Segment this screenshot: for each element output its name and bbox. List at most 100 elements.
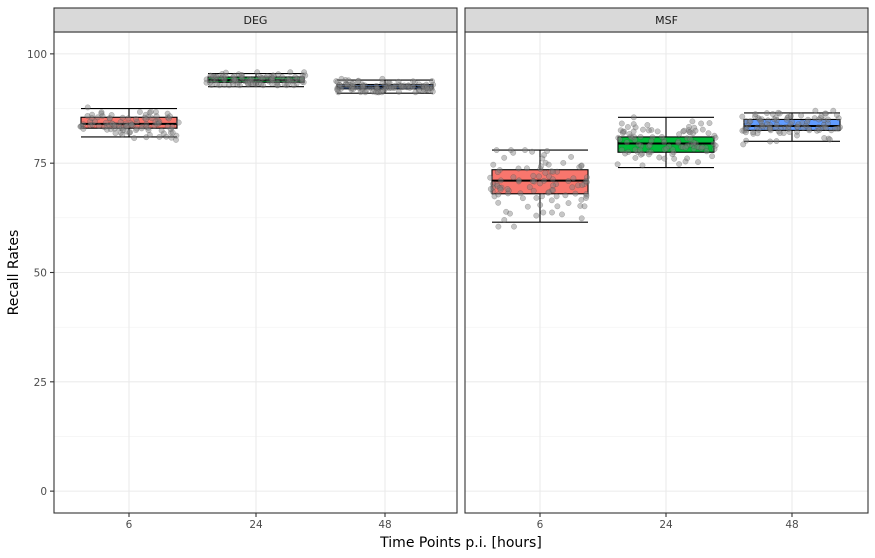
data-point: [519, 195, 526, 202]
data-point: [143, 121, 150, 128]
data-point: [155, 120, 162, 127]
data-point: [496, 185, 503, 191]
data-point: [334, 79, 341, 85]
data-point: [750, 129, 757, 136]
data-point: [756, 116, 763, 123]
data-point: [231, 77, 238, 84]
data-point: [766, 125, 773, 132]
data-point: [333, 78, 340, 85]
data-point: [421, 87, 428, 94]
data-point: [424, 86, 431, 93]
data-point: [238, 72, 245, 78]
data-point: [359, 87, 366, 94]
data-point: [615, 134, 622, 141]
data-point: [156, 133, 163, 140]
box-msf-6: [491, 169, 589, 195]
data-point: [548, 168, 555, 175]
data-point: [789, 118, 795, 125]
data-point: [497, 177, 504, 184]
data-point: [815, 124, 822, 131]
data-point: [754, 130, 761, 137]
data-point: [752, 113, 758, 120]
data-point: [354, 78, 361, 85]
data-point: [367, 84, 374, 91]
x-tick-label: 48: [378, 519, 391, 531]
data-point: [507, 210, 513, 217]
data-point: [426, 85, 433, 92]
data-point: [503, 208, 510, 215]
data-point: [510, 149, 517, 156]
data-point: [374, 84, 381, 91]
data-point: [696, 144, 703, 151]
data-point: [386, 79, 393, 86]
data-point: [136, 109, 143, 115]
data-point: [786, 129, 793, 136]
data-point: [219, 71, 226, 77]
y-tick-label: 25: [34, 377, 47, 389]
data-point: [537, 202, 544, 208]
data-point: [763, 124, 770, 131]
data-point: [222, 73, 229, 80]
data-point: [758, 122, 765, 129]
data-point: [489, 188, 496, 195]
data-point: [301, 69, 308, 76]
data-point: [167, 113, 173, 120]
data-point: [383, 84, 389, 91]
data-point: [245, 81, 252, 88]
data-point: [123, 123, 130, 130]
data-point: [410, 78, 417, 85]
data-point: [823, 110, 829, 117]
data-point: [578, 196, 585, 203]
data-point: [812, 107, 819, 114]
data-point: [632, 154, 639, 161]
data-point: [378, 89, 385, 96]
facet-strip-msf: [464, 7, 869, 33]
data-point: [508, 147, 514, 154]
data-point: [640, 126, 646, 133]
data-point: [617, 127, 624, 134]
data-point: [302, 72, 309, 79]
data-point: [290, 82, 297, 89]
data-point: [632, 146, 639, 153]
data-point: [618, 120, 625, 127]
data-point: [772, 114, 779, 121]
data-point: [424, 83, 431, 90]
data-point: [559, 211, 565, 218]
data-point: [490, 181, 496, 187]
data-point: [221, 76, 228, 83]
data-point: [819, 124, 826, 131]
data-point: [343, 80, 349, 87]
data-point: [346, 82, 353, 88]
data-point: [175, 119, 182, 126]
data-point: [498, 184, 505, 191]
data-point: [830, 107, 837, 114]
data-point: [232, 77, 239, 84]
data-point: [133, 125, 140, 132]
data-point: [133, 127, 139, 134]
box-msf-48: [743, 118, 841, 131]
data-point: [419, 82, 426, 89]
data-point: [104, 126, 111, 133]
data-point: [799, 119, 806, 126]
data-point: [379, 79, 386, 86]
data-point: [798, 112, 805, 119]
data-point: [692, 140, 699, 147]
data-point: [374, 86, 381, 93]
data-point: [274, 82, 281, 89]
data-point: [84, 104, 91, 111]
data-point: [834, 125, 841, 132]
data-point: [128, 122, 135, 128]
data-point: [777, 130, 783, 137]
data-point: [621, 128, 628, 135]
data-point: [348, 86, 355, 93]
data-point: [773, 138, 780, 145]
data-point: [359, 83, 366, 90]
data-point: [678, 143, 685, 150]
data-point: [493, 181, 500, 188]
data-point: [743, 137, 750, 144]
data-point: [168, 134, 175, 141]
data-point: [800, 125, 807, 131]
data-point: [766, 121, 773, 128]
data-point: [570, 175, 577, 182]
data-point: [258, 80, 265, 87]
